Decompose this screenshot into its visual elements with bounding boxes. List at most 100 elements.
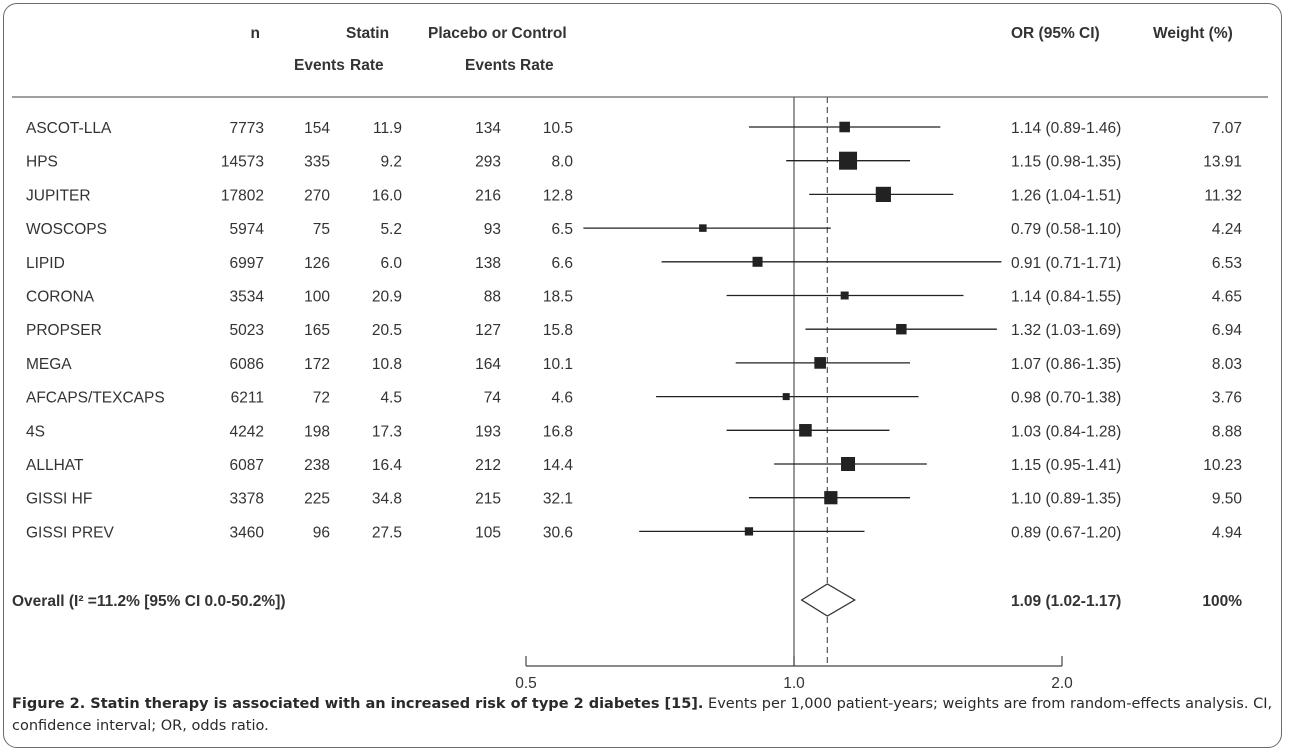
study-n: 14573 bbox=[221, 154, 264, 171]
statin-rate: 17.3 bbox=[372, 423, 402, 440]
statin-rate: 16.0 bbox=[372, 187, 403, 204]
point-estimate-square bbox=[875, 186, 891, 202]
point-estimate-square bbox=[699, 224, 707, 232]
statin-rate: 20.5 bbox=[372, 322, 402, 339]
or-ci-value: 0.79 (0.58-1.10) bbox=[1011, 221, 1121, 238]
control-rate: 15.8 bbox=[543, 322, 573, 339]
or-ci-value: 0.89 (0.67-1.20) bbox=[1011, 524, 1121, 541]
statin-rate: 16.4 bbox=[372, 457, 403, 474]
point-estimate-square bbox=[841, 456, 856, 472]
statin-events: 75 bbox=[313, 221, 330, 238]
statin-rate: 9.2 bbox=[380, 154, 402, 171]
header-weight: Weight (%) bbox=[1153, 25, 1233, 42]
overall-label: Overall (I² =11.2% [95% CI 0.0-50.2%]) bbox=[12, 593, 286, 610]
study-name: GISSI PREV bbox=[26, 524, 115, 541]
header-or: OR (95% CI) bbox=[1011, 25, 1100, 42]
x-tick-label: 0.5 bbox=[515, 675, 537, 690]
control-rate: 14.4 bbox=[543, 457, 574, 474]
study-row: GISSI PREV 3460 96 27.5 105 30.6 0.89 (0.67-1.… bbox=[26, 524, 1242, 541]
weight-value: 8.03 bbox=[1212, 356, 1242, 373]
statin-events: 238 bbox=[304, 457, 330, 474]
study-n: 3534 bbox=[230, 289, 265, 306]
control-events: 74 bbox=[484, 390, 502, 407]
or-ci-value: 1.14 (0.89-1.46) bbox=[1011, 120, 1121, 137]
statin-events: 96 bbox=[313, 524, 330, 541]
header-statin-events: Events bbox=[294, 57, 345, 74]
or-ci-value: 1.10 (0.89-1.35) bbox=[1011, 491, 1121, 508]
control-rate: 6.6 bbox=[551, 255, 573, 272]
header-control-events: Events bbox=[465, 57, 516, 74]
statin-rate: 5.2 bbox=[380, 221, 402, 238]
statin-events: 72 bbox=[313, 390, 330, 407]
point-estimate-square bbox=[752, 256, 763, 267]
control-events: 93 bbox=[484, 221, 501, 238]
study-n: 3378 bbox=[230, 491, 264, 508]
control-rate: 8.0 bbox=[551, 154, 573, 171]
point-estimate-square bbox=[839, 151, 858, 170]
header-control-rate: Rate bbox=[520, 57, 554, 74]
control-rate: 32.1 bbox=[543, 491, 573, 508]
statin-rate: 6.0 bbox=[380, 255, 402, 272]
weight-value: 3.76 bbox=[1212, 390, 1242, 407]
control-rate: 16.8 bbox=[543, 423, 573, 440]
or-ci-value: 1.14 (0.84-1.55) bbox=[1011, 289, 1121, 306]
weight-value: 13.91 bbox=[1203, 154, 1242, 171]
statin-rate: 4.5 bbox=[380, 390, 402, 407]
forest-plot: n Statin Placebo or Control Events Rate … bbox=[12, 25, 1268, 690]
point-estimate-square bbox=[824, 491, 838, 505]
point-estimate-square bbox=[840, 291, 849, 300]
study-n: 3460 bbox=[230, 524, 265, 541]
study-name: CORONA bbox=[26, 289, 95, 306]
caption-text: Events per 1,000 patient-years; weights … bbox=[12, 696, 1273, 734]
weight-value: 10.23 bbox=[1203, 457, 1242, 474]
statin-rate: 34.8 bbox=[372, 491, 402, 508]
pooled-estimate-diamond bbox=[800, 583, 856, 617]
study-row: ALLHAT 6087 238 16.4 212 14.4 1.15 (0.95-1.41)… bbox=[26, 456, 1242, 474]
weight-value: 4.65 bbox=[1212, 289, 1242, 306]
control-rate: 4.6 bbox=[551, 390, 573, 407]
statin-rate: 20.9 bbox=[372, 289, 402, 306]
study-row: HPS 14573 335 9.2 293 8.0 1.15 (0.98-1.35) 13.9… bbox=[26, 151, 1242, 171]
study-name: HPS bbox=[26, 154, 58, 171]
header-row: n Statin Placebo or Control Events Rate … bbox=[251, 25, 1233, 74]
weight-value: 9.50 bbox=[1212, 491, 1243, 508]
x-tick-label: 1.0 bbox=[783, 675, 805, 690]
weight-value: 6.94 bbox=[1212, 322, 1243, 339]
study-name: JUPITER bbox=[26, 187, 91, 204]
statin-events: 126 bbox=[304, 255, 330, 272]
control-rate: 18.5 bbox=[543, 289, 573, 306]
study-name: PROPSER bbox=[26, 322, 102, 339]
header-placebo: Placebo or Control bbox=[428, 25, 567, 42]
study-row: GISSI HF 3378 225 34.8 215 32.1 1.10 (0.89-1.3… bbox=[26, 491, 1242, 508]
study-n: 7773 bbox=[230, 120, 264, 137]
study-name: ASCOT-LLA bbox=[26, 120, 112, 137]
statin-rate: 27.5 bbox=[372, 524, 402, 541]
study-name: WOSCOPS bbox=[26, 221, 107, 238]
statin-events: 225 bbox=[304, 491, 330, 508]
or-ci-value: 1.15 (0.98-1.35) bbox=[1011, 154, 1121, 171]
control-rate: 12.8 bbox=[543, 187, 573, 204]
control-rate: 10.1 bbox=[543, 356, 573, 373]
point-estimate-square bbox=[814, 357, 826, 369]
point-estimate-square bbox=[896, 323, 907, 335]
control-events: 127 bbox=[475, 322, 501, 339]
or-ci-value: 1.32 (1.03-1.69) bbox=[1011, 322, 1121, 339]
study-n: 6997 bbox=[230, 255, 264, 272]
study-n: 17802 bbox=[221, 187, 264, 204]
overall-or-ci: 1.09 (1.02-1.17) bbox=[1011, 593, 1121, 610]
study-name: MEGA bbox=[26, 356, 72, 373]
or-ci-value: 0.91 (0.71-1.71) bbox=[1011, 255, 1121, 272]
study-name: 4S bbox=[26, 423, 45, 440]
study-row: JUPITER 17802 270 16.0 216 12.8 1.26 (1.04-1.5… bbox=[26, 186, 1242, 204]
statin-events: 335 bbox=[304, 154, 330, 171]
study-n: 5023 bbox=[230, 322, 264, 339]
control-events: 216 bbox=[475, 187, 501, 204]
control-events: 134 bbox=[475, 120, 501, 137]
control-events: 138 bbox=[475, 255, 501, 272]
point-estimate-square bbox=[744, 527, 754, 536]
control-events: 212 bbox=[475, 457, 501, 474]
statin-events: 198 bbox=[304, 423, 330, 440]
study-name: AFCAPS/TEXCAPS bbox=[26, 390, 165, 407]
control-rate: 30.6 bbox=[543, 524, 573, 541]
study-row: PROPSER 5023 165 20.5 127 15.8 1.32 (1.03-1.69… bbox=[26, 322, 1242, 339]
